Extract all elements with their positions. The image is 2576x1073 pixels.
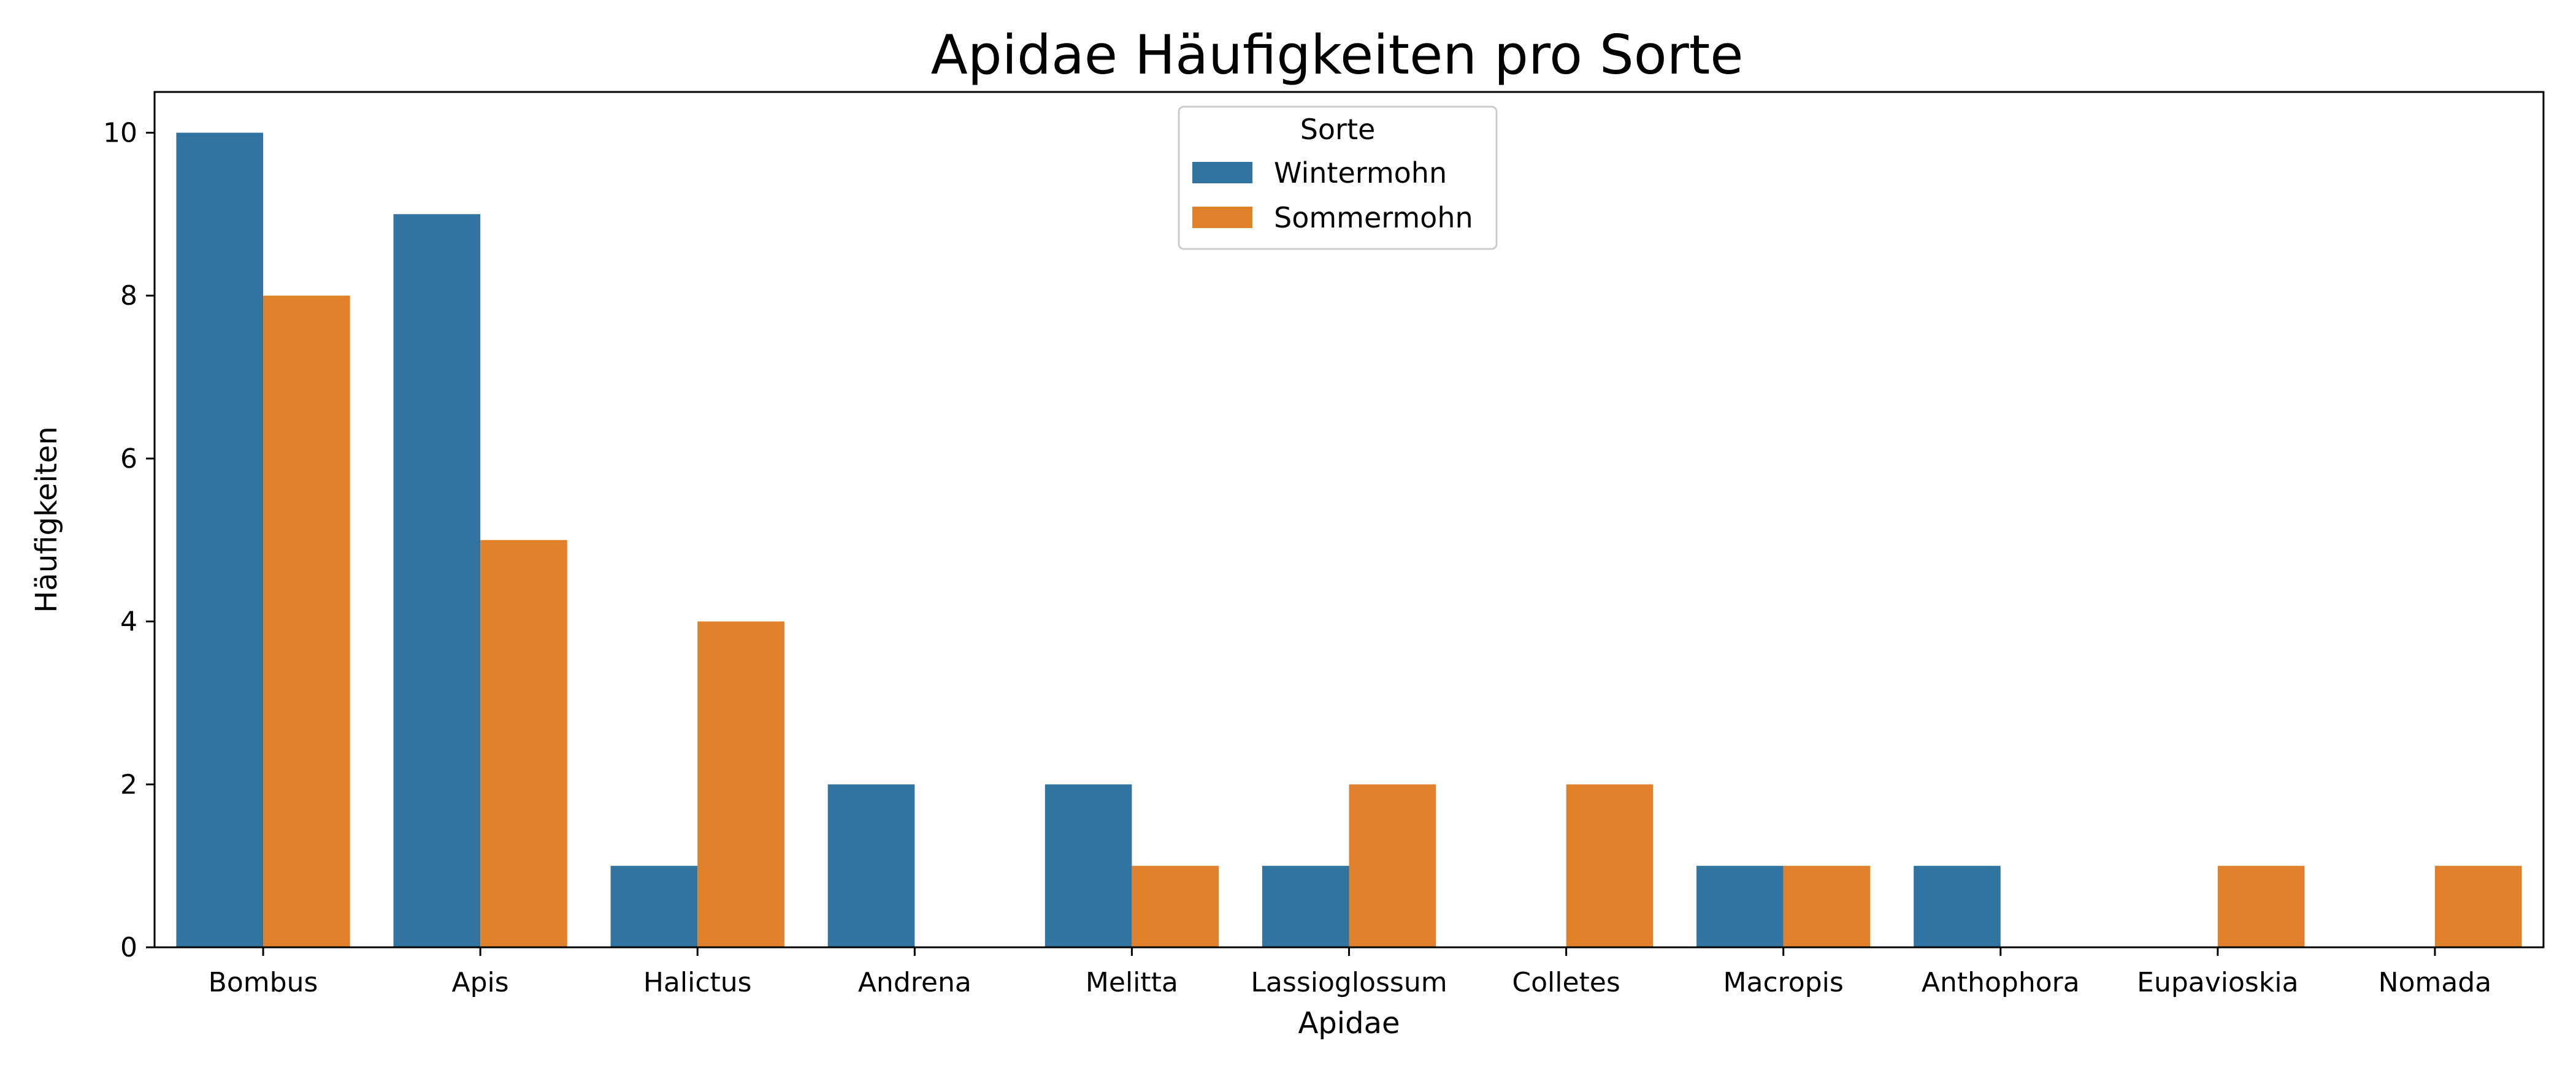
x-tick-label: Eupavioskia bbox=[2137, 967, 2298, 998]
x-tick-label: Anthophora bbox=[1922, 967, 2080, 998]
y-tick-label: 6 bbox=[120, 443, 137, 475]
x-tick-label: Lassioglossum bbox=[1251, 967, 1447, 998]
bar-halictus-wintermohn bbox=[610, 866, 698, 947]
bar-apis-wintermohn bbox=[393, 214, 481, 948]
bar-lassioglossum-sommermohn bbox=[1349, 784, 1436, 947]
bar-eupavioskia-sommermohn bbox=[2217, 866, 2305, 947]
legend-swatch-wintermohn bbox=[1192, 162, 1252, 183]
legend-box bbox=[1178, 105, 1498, 250]
legend-label-sommermohn: Sommermohn bbox=[1274, 201, 1473, 234]
bar-apis-sommermohn bbox=[480, 540, 567, 947]
legend-label-wintermohn: Wintermohn bbox=[1274, 156, 1447, 189]
plot-frame bbox=[153, 91, 2545, 949]
bar-melitta-wintermohn bbox=[1045, 784, 1132, 947]
bar-halictus-sommermohn bbox=[697, 621, 784, 947]
bar-anthophora-wintermohn bbox=[1914, 866, 2001, 947]
legend: Sorte Wintermohn Sommermohn bbox=[1178, 105, 1498, 250]
bar-bombus-wintermohn bbox=[176, 132, 264, 947]
bars-group bbox=[176, 132, 2522, 948]
legend-title: Sorte bbox=[1300, 113, 1376, 146]
legend-swatch-sommermohn bbox=[1192, 207, 1252, 228]
x-tick-label: Melitta bbox=[1086, 967, 1178, 998]
y-tick-label: 4 bbox=[120, 606, 137, 638]
y-tick-label: 0 bbox=[120, 932, 137, 963]
x-tick-label: Colletes bbox=[1512, 967, 1620, 998]
x-tick-label: Bombus bbox=[209, 967, 318, 998]
y-axis-ticks: 0 2 4 6 8 10 bbox=[103, 117, 155, 963]
x-tick-label: Halictus bbox=[643, 967, 752, 998]
bar-macropis-wintermohn bbox=[1696, 866, 1784, 947]
bar-andrena-wintermohn bbox=[827, 784, 915, 947]
bar-lassioglossum-wintermohn bbox=[1262, 866, 1349, 947]
x-tick-label: Nomada bbox=[2379, 967, 2492, 998]
bar-bombus-sommermohn bbox=[263, 296, 350, 948]
x-tick-label: Macropis bbox=[1723, 967, 1844, 998]
chart-title: Apidae Häufigkeiten pro Sorte bbox=[931, 23, 1744, 86]
x-axis-ticks: Bombus Apis Halictus Andrena Melitta Lassiogl… bbox=[209, 947, 2492, 998]
x-axis-label: Apidae bbox=[1298, 1006, 1400, 1041]
bar-colletes-sommermohn bbox=[1566, 784, 1654, 947]
x-tick-label: Andrena bbox=[858, 967, 972, 998]
bar-macropis-sommermohn bbox=[1783, 866, 1871, 947]
y-tick-label: 10 bbox=[103, 117, 137, 148]
bar-nomada-sommermohn bbox=[2434, 866, 2522, 947]
legend-entries: Wintermohn Sommermohn bbox=[1192, 156, 1473, 234]
y-tick-label: 8 bbox=[120, 280, 137, 311]
y-tick-label: 2 bbox=[120, 769, 137, 800]
y-axis-label: Häufigkeiten bbox=[29, 426, 64, 613]
x-tick-label: Apis bbox=[452, 967, 509, 998]
bar-melitta-sommermohn bbox=[1132, 866, 1219, 947]
